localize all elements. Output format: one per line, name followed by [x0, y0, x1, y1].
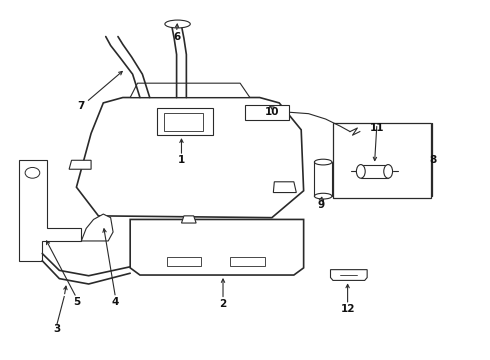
- Text: 6: 6: [173, 32, 180, 41]
- Polygon shape: [19, 160, 81, 261]
- Text: 10: 10: [265, 107, 279, 117]
- Ellipse shape: [384, 165, 392, 178]
- Ellipse shape: [165, 20, 190, 28]
- Text: 1: 1: [178, 155, 185, 165]
- Bar: [167, 257, 201, 266]
- Bar: [230, 257, 265, 266]
- Text: 12: 12: [341, 304, 355, 314]
- Text: 5: 5: [73, 297, 80, 307]
- Bar: [333, 123, 431, 198]
- Polygon shape: [331, 270, 367, 280]
- Ellipse shape: [315, 193, 332, 199]
- Text: 4: 4: [112, 297, 119, 307]
- Polygon shape: [181, 216, 196, 223]
- Text: 3: 3: [53, 324, 60, 334]
- Text: 8: 8: [430, 155, 437, 165]
- Text: 11: 11: [369, 123, 384, 133]
- Text: 7: 7: [77, 102, 85, 112]
- Ellipse shape: [356, 165, 365, 178]
- Ellipse shape: [315, 159, 332, 165]
- Polygon shape: [69, 160, 91, 169]
- Polygon shape: [130, 83, 250, 98]
- Text: 9: 9: [317, 200, 324, 210]
- Bar: [361, 165, 388, 178]
- Polygon shape: [76, 98, 304, 218]
- Bar: [164, 113, 203, 131]
- Bar: [315, 162, 332, 196]
- Polygon shape: [81, 214, 113, 241]
- Circle shape: [25, 167, 40, 178]
- Bar: [245, 105, 289, 120]
- Polygon shape: [130, 220, 304, 275]
- Bar: [157, 108, 213, 135]
- Polygon shape: [273, 182, 296, 193]
- Text: 2: 2: [220, 299, 227, 309]
